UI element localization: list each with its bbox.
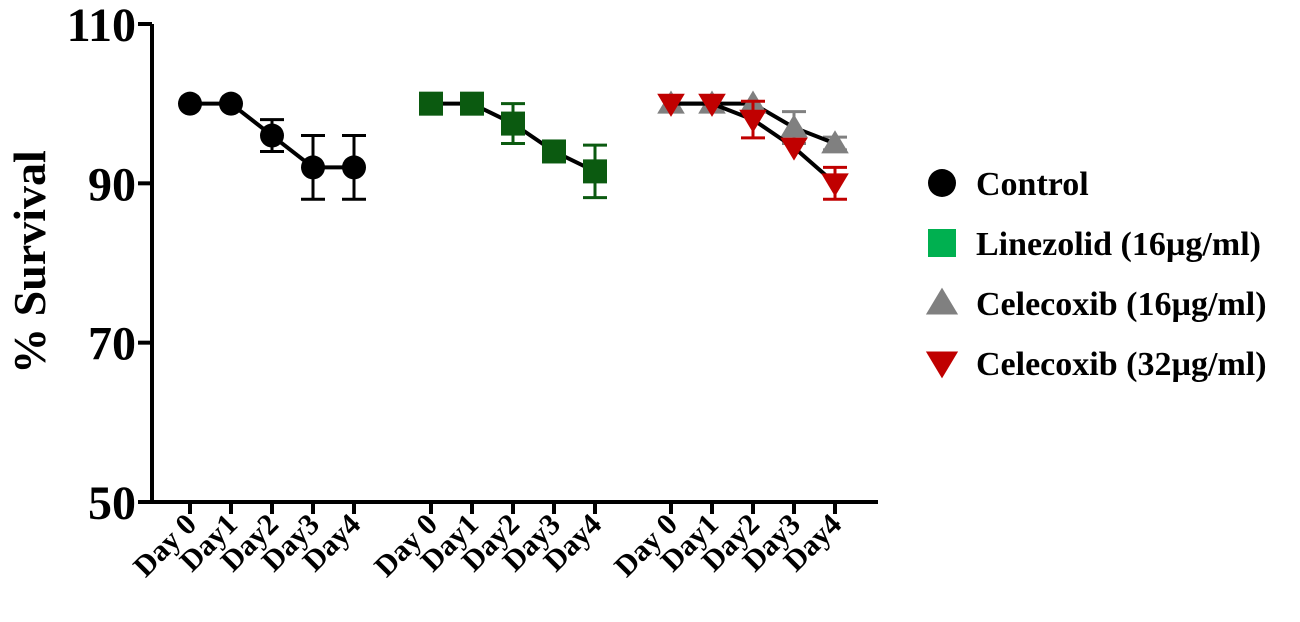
plot-area [178, 90, 849, 201]
y-tick-label: 50 [88, 477, 136, 530]
data-point [219, 91, 243, 116]
data-point [342, 155, 366, 180]
data-point [780, 114, 808, 138]
data-point [739, 109, 767, 133]
data-point [501, 111, 525, 136]
series-circle [178, 91, 366, 201]
legend-item: Celecoxib (16µg/ml) [925, 286, 1267, 323]
legend-marker [928, 169, 956, 197]
y-axis-label: % Survival [4, 150, 55, 374]
y-tick-label: 110 [67, 0, 136, 52]
data-point [821, 130, 849, 154]
data-point [419, 91, 443, 116]
data-point [583, 159, 607, 184]
legend-label: Control [976, 166, 1089, 203]
legend-marker [925, 287, 959, 315]
legend: Control Linezolid (16µg/ml) Celecoxib (16µ… [925, 166, 1267, 383]
data-point [698, 93, 726, 117]
data-point [301, 155, 325, 180]
y-tick-label: 90 [88, 158, 136, 211]
legend-label: Celecoxib (32µg/ml) [976, 346, 1267, 383]
data-point [260, 123, 284, 148]
legend-label: Celecoxib (16µg/ml) [976, 286, 1267, 323]
series-triangle-down [657, 93, 849, 201]
data-point [178, 91, 202, 116]
legend-item: Linezolid (16µg/ml) [928, 226, 1261, 263]
data-point [542, 139, 566, 164]
data-point [460, 91, 484, 116]
axes: 50 70 90 110 [67, 0, 878, 530]
legend-marker [928, 229, 956, 257]
data-point [780, 137, 808, 161]
legend-label: Linezolid (16µg/ml) [976, 226, 1261, 263]
data-point [657, 93, 685, 117]
y-tick-label: 70 [88, 318, 136, 371]
series-square [419, 91, 607, 200]
legend-marker [925, 351, 959, 379]
data-point [821, 173, 849, 197]
legend-item: Celecoxib (32µg/ml) [925, 346, 1267, 383]
legend-item: Control [928, 166, 1089, 203]
